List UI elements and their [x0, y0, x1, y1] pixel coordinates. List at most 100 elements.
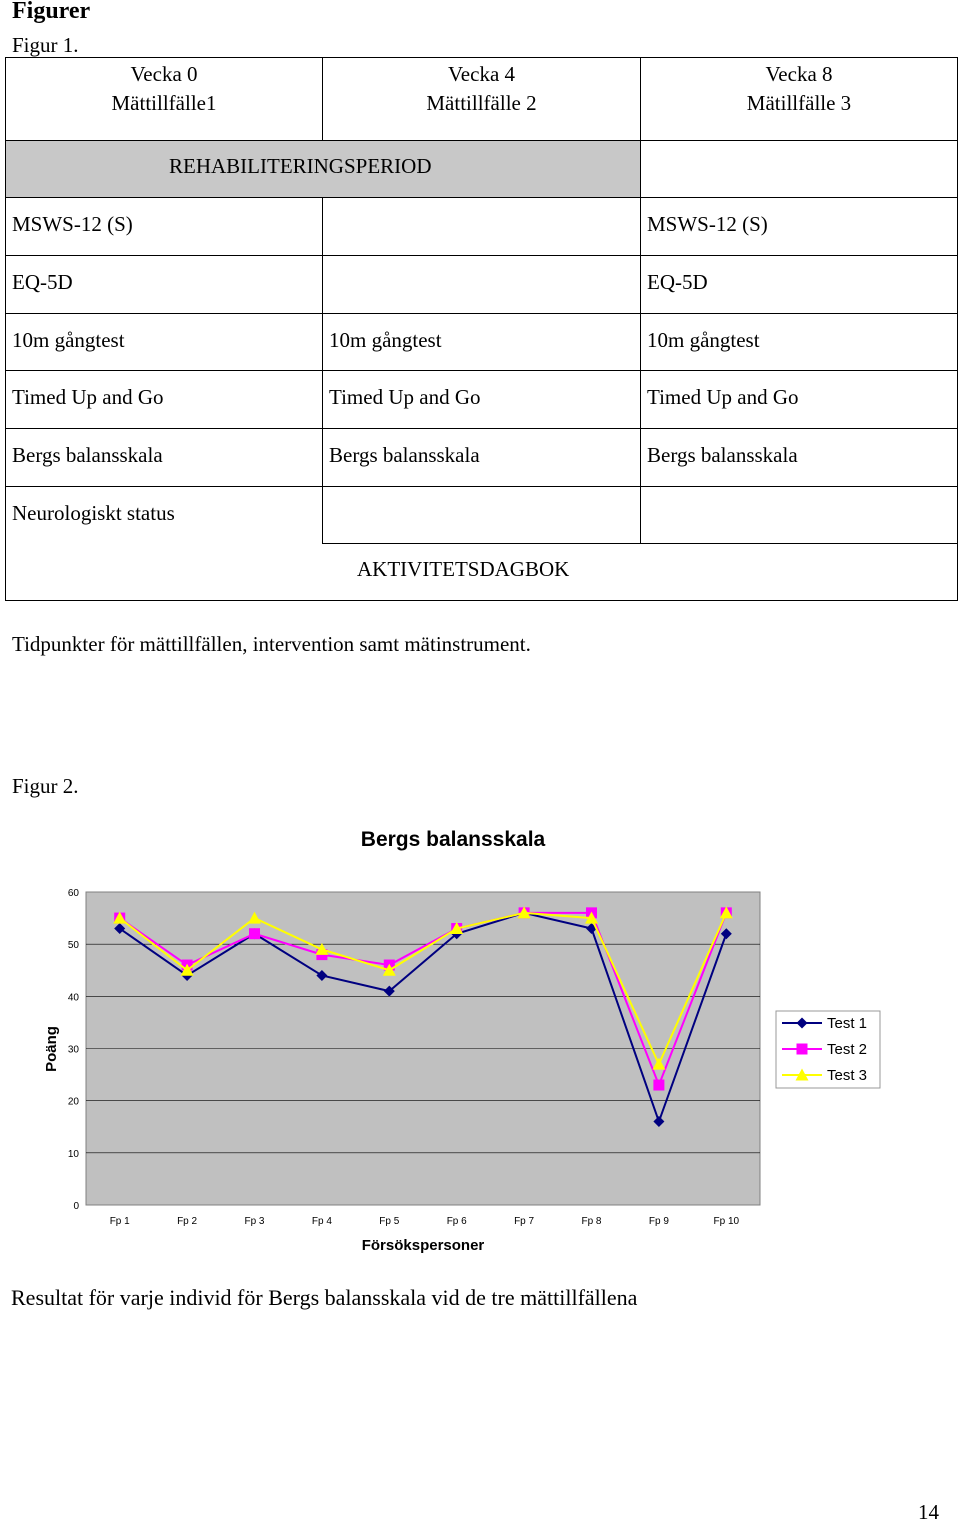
- data-point: [114, 923, 126, 935]
- gridlines: [86, 943, 760, 1154]
- y-tick-label: 50: [68, 940, 80, 951]
- data-point: [720, 928, 732, 940]
- y-tick-label: 0: [73, 1201, 79, 1212]
- rehab-period-cell: REHABILITERINGSPERIOD: [5, 140, 641, 198]
- diary-cell: AKTIVITETSDAGBOK: [5, 543, 958, 601]
- table-cell: Timed Up and Go: [322, 370, 641, 429]
- legend-label: Test 2: [827, 1041, 867, 1058]
- data-point: [586, 923, 597, 935]
- x-tick-label: Fp 3: [244, 1216, 264, 1227]
- data-point: [652, 1057, 666, 1070]
- x-tick-label: Fp 5: [379, 1216, 399, 1227]
- x-tick-label: Fp 9: [649, 1216, 669, 1227]
- data-point: [653, 1116, 665, 1128]
- x-tick-labels: Fp 1 Fp 2 Fp 3 Fp 4 Fp 5 Fp 6 Fp 7 Fp 8 Fp 9 Fp 1…: [110, 1216, 740, 1227]
- occasion3-label: Mätillfälle 3: [746, 91, 852, 115]
- data-point: [248, 911, 261, 924]
- series-line: [119, 911, 728, 1088]
- data-point: [795, 1068, 809, 1081]
- week8-label: Vecka 8: [765, 62, 833, 86]
- page-number: 14: [918, 1500, 939, 1524]
- cell-text: 10m gångtest: [12, 328, 125, 352]
- cell-text: MSWS-12 (S): [12, 212, 133, 236]
- figure1-label: Figur 1.: [12, 33, 79, 57]
- week4-label: Vecka 4: [447, 62, 516, 86]
- cell-text: EQ-5D: [12, 270, 73, 294]
- empty-cell: [640, 140, 958, 198]
- table-cell: 10m gångtest: [5, 313, 323, 371]
- data-point: [113, 911, 127, 924]
- x-tick-label: Fp 2: [177, 1216, 197, 1227]
- x-axis-label: Försökspersoner: [362, 1237, 485, 1254]
- header-cell-week8: Vecka 8 Mätillfälle 3: [640, 57, 958, 141]
- y-tick-label: 20: [68, 1097, 80, 1108]
- y-tick-labels: 0 10 20 30 40 50 60: [68, 888, 80, 1212]
- table-cell: [640, 486, 958, 544]
- cell-text: Timed Up and Go: [12, 385, 164, 409]
- table-cell: Bergs balansskala: [5, 428, 323, 487]
- cell-text: EQ-5D: [647, 270, 708, 294]
- y-tick-label: 40: [68, 992, 80, 1003]
- cell-text: Bergs balansskala: [647, 443, 798, 467]
- y-tick-label: 60: [68, 888, 80, 899]
- table-cell: MSWS-12 (S): [640, 197, 958, 256]
- schedule-table: Vecka 0 Mättillfälle1 Vecka 4 Mättillfäl…: [5, 57, 958, 601]
- y-axis-label: Poäng: [43, 1026, 60, 1072]
- data-point: [382, 963, 396, 976]
- x-tick-label: Fp 4: [312, 1216, 332, 1227]
- table-cell: [322, 255, 641, 314]
- cell-text: Neurologiskt status: [12, 501, 175, 525]
- series-line: [119, 911, 728, 1067]
- table-cell: [322, 197, 641, 256]
- diary-label: AKTIVITETSDAGBOK: [357, 557, 570, 581]
- data-point: [450, 922, 464, 935]
- x-tick-label: Fp 1: [110, 1216, 130, 1227]
- series-group: [113, 906, 733, 1128]
- legend: Test 1 Test 2 Test 3: [775, 1010, 881, 1089]
- x-tick-label: Fp 6: [447, 1216, 467, 1227]
- occasion2-label: Mättillfälle 2: [426, 91, 537, 115]
- x-tick-label: Fp 8: [581, 1216, 601, 1227]
- header-cell-week4: Vecka 4 Mättillfälle 2: [322, 57, 641, 141]
- chart-title: Bergs balansskala: [361, 828, 546, 851]
- x-tick-label: Fp 10: [714, 1216, 740, 1227]
- y-tick-label: 10: [68, 1149, 80, 1160]
- legend-label: Test 3: [827, 1067, 867, 1084]
- table-cell: Timed Up and Go: [5, 370, 323, 429]
- table-cell: Timed Up and Go: [640, 370, 958, 429]
- data-point: [796, 1043, 808, 1055]
- rehab-period-label: REHABILITERINGSPERIOD: [169, 154, 432, 178]
- page-heading: Figurer: [12, 0, 91, 24]
- table-cell: MSWS-12 (S): [5, 197, 323, 256]
- figure1-caption: Tidpunkter för mättillfällen, interventi…: [12, 632, 531, 656]
- table-cell: EQ-5D: [640, 255, 958, 314]
- table-cell: Bergs balansskala: [322, 428, 641, 487]
- header-cell-week0: Vecka 0 Mättillfälle1: [5, 57, 323, 141]
- occasion1-label: Mättillfälle1: [111, 91, 217, 115]
- data-point: [180, 963, 194, 976]
- cell-text: Timed Up and Go: [647, 385, 799, 409]
- cell-text: MSWS-12 (S): [647, 212, 768, 236]
- table-cell: Neurologiskt status: [5, 486, 323, 544]
- table-cell: Bergs balansskala: [640, 428, 958, 487]
- table-cell: [322, 486, 641, 544]
- data-point: [315, 942, 329, 955]
- figure2-label: Figur 2.: [12, 774, 79, 798]
- x-tick-label: Fp 7: [514, 1216, 534, 1227]
- table-cell: 10m gångtest: [322, 313, 641, 371]
- data-point: [517, 906, 531, 919]
- cell-text: 10m gångtest: [329, 328, 442, 352]
- cell-text: Timed Up and Go: [329, 385, 481, 409]
- cell-text: Bergs balansskala: [329, 443, 480, 467]
- table-cell: 10m gångtest: [640, 313, 958, 371]
- divider: [322, 543, 958, 544]
- data-point: [653, 1079, 665, 1091]
- week0-label: Vecka 0: [130, 62, 198, 86]
- data-point: [383, 985, 395, 997]
- table-cell: EQ-5D: [5, 255, 323, 314]
- y-tick-label: 30: [68, 1045, 80, 1056]
- series-3: [113, 906, 733, 1070]
- bergs-chart: Bergs balansskala 0 10 20 30 40 50 60 Fp 1 Fp 2…: [43, 828, 881, 1254]
- data-point: [719, 906, 733, 919]
- figure2-caption: Resultat för varje individ för Bergs bal…: [11, 1285, 638, 1310]
